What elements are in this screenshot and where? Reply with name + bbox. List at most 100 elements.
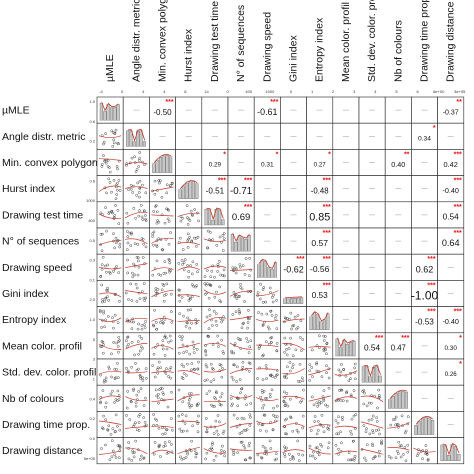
smooth-line	[151, 425, 174, 429]
scatter-point	[190, 362, 194, 365]
scatter-point	[112, 138, 116, 142]
smooth-line	[151, 449, 174, 455]
correlation-value: 0.57	[311, 238, 328, 248]
scatter-point	[212, 378, 216, 382]
scatter-point	[126, 335, 130, 339]
scatter-point	[204, 353, 208, 357]
scatter-point	[211, 368, 215, 371]
scatter-panel	[175, 227, 203, 255]
scatter-point	[377, 454, 381, 458]
scatter-point	[266, 325, 270, 329]
scatter-point	[164, 271, 168, 275]
scatter-point	[297, 459, 301, 462]
significance-stars: ***	[323, 230, 331, 237]
scatter-point	[311, 450, 315, 454]
scatter-point	[323, 346, 327, 350]
smooth-line	[177, 342, 200, 349]
panel-frame	[332, 384, 360, 412]
scatter-point	[140, 324, 144, 327]
scatter-point	[126, 369, 130, 373]
scatter-point	[424, 444, 428, 447]
histogram-bar	[286, 298, 290, 304]
scatter-point	[218, 420, 221, 424]
scatter-point	[208, 389, 211, 393]
scatter-point	[132, 387, 135, 391]
top-tick-label: 4	[163, 89, 166, 94]
panel-frame	[149, 411, 176, 438]
left-tick-label: 5e+05	[84, 456, 96, 461]
scatter-point	[214, 319, 218, 323]
histogram-bar	[365, 366, 369, 383]
scatter-point	[143, 262, 146, 265]
scatter-point	[139, 375, 142, 378]
scatter-point	[157, 272, 161, 276]
scatter-point	[158, 179, 162, 182]
correlation-value: -1.00	[411, 289, 439, 303]
scatter-point	[244, 394, 247, 398]
panel-frame	[253, 437, 281, 465]
scatter-point	[127, 370, 130, 374]
scatter-point	[157, 220, 161, 224]
scatter-point	[217, 399, 221, 403]
scatter-point	[169, 339, 173, 343]
scatter-point	[181, 377, 185, 380]
smooth-line	[125, 186, 148, 189]
scatter-point	[315, 401, 319, 405]
panel-frame	[175, 306, 203, 334]
histogram-bar	[204, 209, 208, 226]
panel-frame	[227, 175, 255, 203]
scatter-point	[129, 399, 133, 403]
scatter-point	[114, 128, 118, 132]
significance-stars: *	[459, 361, 462, 368]
scatter-point	[350, 458, 354, 462]
scatter-point	[151, 273, 155, 277]
correlation-value: 0.26	[445, 371, 457, 378]
scatter-point	[322, 334, 326, 338]
scatter-point	[289, 336, 292, 340]
smooth-line	[282, 368, 305, 375]
scatter-point	[393, 417, 397, 421]
scatter-point	[115, 165, 119, 168]
correlation-value: 0.62	[416, 264, 434, 274]
scatter-point	[260, 456, 263, 459]
scatter-point	[194, 321, 198, 325]
scatter-point	[182, 457, 186, 460]
scatter-point	[112, 326, 115, 330]
scatter-point	[349, 458, 353, 462]
scatter-point	[313, 415, 317, 418]
histogram-bar	[234, 241, 238, 252]
scatter-point	[397, 440, 401, 444]
scatter-point	[236, 336, 240, 340]
scatter-point	[349, 430, 352, 433]
scatter-point	[188, 326, 192, 330]
scatter-point	[144, 191, 148, 195]
top-tick-label: 6e+00	[433, 89, 445, 94]
scatter-point	[189, 209, 193, 213]
scatter-point	[135, 398, 139, 401]
scatter-point	[322, 399, 326, 402]
scatter-point	[376, 406, 379, 410]
panel-frame	[201, 253, 229, 281]
scatter-panel	[149, 358, 176, 386]
scatter-point	[258, 297, 262, 301]
histogram-bar	[116, 104, 120, 121]
scatter-point	[310, 348, 314, 352]
smooth-line	[360, 448, 384, 455]
scatter-point	[105, 191, 108, 195]
scatter-point	[130, 231, 133, 235]
scatter-point	[285, 353, 289, 357]
scatter-point	[320, 444, 324, 448]
scatter-point	[205, 392, 209, 396]
scatter-point	[117, 336, 121, 339]
scatter-point	[125, 366, 128, 370]
scatter-point	[155, 394, 158, 398]
scatter-point	[183, 258, 187, 261]
scatter-point	[204, 292, 207, 296]
scatter-point	[221, 249, 225, 252]
density-curve	[179, 180, 198, 190]
scatter-point	[161, 432, 165, 436]
scatter-panel	[96, 384, 124, 412]
scatter-point	[154, 320, 158, 324]
scatter-point	[135, 168, 139, 171]
scatter-point	[155, 259, 159, 263]
